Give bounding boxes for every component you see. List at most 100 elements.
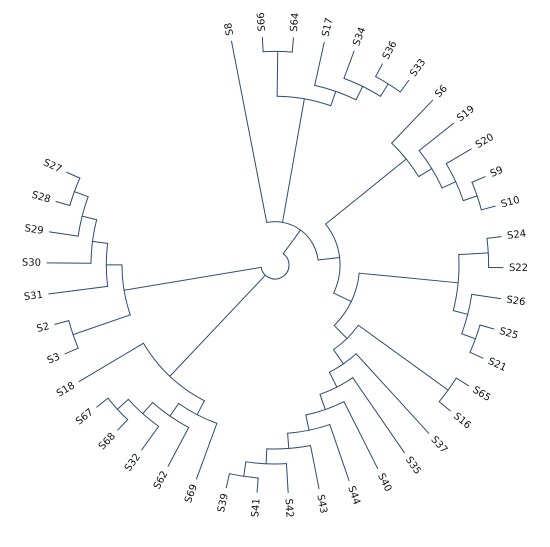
branch xyxy=(169,274,266,377)
branch xyxy=(379,83,389,97)
branch xyxy=(66,171,81,179)
branch xyxy=(92,240,109,244)
branch xyxy=(333,272,360,326)
branch xyxy=(461,333,476,340)
branch xyxy=(169,403,180,417)
leaf-label-s25: S25 xyxy=(498,326,519,342)
leaf-label-s16: S16 xyxy=(451,411,473,432)
leaf-label-s27: S27 xyxy=(41,157,63,175)
branch xyxy=(445,148,472,165)
leaf-label-s31: S31 xyxy=(23,290,43,303)
branch xyxy=(471,293,502,300)
leaf-label-s39: S39 xyxy=(216,493,231,514)
branch xyxy=(276,50,279,97)
branch xyxy=(141,425,160,451)
leaf-label-s9: S9 xyxy=(489,165,505,180)
leaf-label-s66: S66 xyxy=(256,12,268,32)
branch xyxy=(418,168,433,178)
branch xyxy=(48,231,79,237)
branch xyxy=(452,254,460,312)
branch xyxy=(117,419,129,431)
branch xyxy=(418,122,455,152)
tree-branches xyxy=(46,36,504,494)
branch xyxy=(452,310,469,315)
branch xyxy=(243,461,247,477)
leaf-label-s8: S8 xyxy=(223,22,236,37)
leaf-label-s69: S69 xyxy=(183,483,200,505)
branch xyxy=(357,324,449,391)
branch xyxy=(458,252,489,256)
branch xyxy=(287,432,290,449)
branch xyxy=(107,397,129,421)
branch xyxy=(116,398,129,410)
branch xyxy=(333,324,348,339)
leaf-label-s35: S35 xyxy=(403,455,423,477)
leaf-label-s10: S10 xyxy=(500,195,521,211)
branch xyxy=(167,427,190,467)
branch xyxy=(358,272,459,284)
leaf-labels: S8 S66 S64 S17 S34 S36 S33 S6 S19 S20 S9 S10 S24 S22 S… xyxy=(22,12,528,518)
branch xyxy=(48,285,109,295)
branch xyxy=(469,351,484,359)
leaf-label-s17: S17 xyxy=(321,17,336,38)
leaf-label-s33: S33 xyxy=(408,57,428,79)
branch xyxy=(285,463,289,494)
branch xyxy=(355,353,430,434)
branch xyxy=(121,264,131,316)
branch xyxy=(72,314,131,336)
branch xyxy=(260,253,290,280)
branch xyxy=(319,393,326,411)
branch xyxy=(282,98,305,223)
branch xyxy=(343,401,379,470)
branch xyxy=(352,377,405,454)
branch xyxy=(479,324,495,330)
branch xyxy=(375,76,401,93)
branch xyxy=(78,342,144,383)
branch xyxy=(438,401,451,412)
leaf-label-s22: S22 xyxy=(509,263,528,274)
leaf-label-s64: S64 xyxy=(289,12,302,32)
branch xyxy=(261,36,264,53)
branch xyxy=(266,221,319,261)
leaf-label-s62: S62 xyxy=(152,469,171,491)
branch xyxy=(328,371,338,388)
branch xyxy=(68,320,79,349)
branch xyxy=(314,41,325,86)
leaf-label-s43: S43 xyxy=(314,494,328,515)
branch xyxy=(480,205,496,211)
branch xyxy=(391,99,434,144)
branch xyxy=(438,377,457,403)
leaf-label-s21: S21 xyxy=(486,356,508,374)
branch xyxy=(330,90,337,107)
branch xyxy=(325,223,341,294)
leaf-label-s6: S6 xyxy=(433,83,450,100)
branch xyxy=(282,229,302,255)
branch xyxy=(230,40,268,223)
leaf-label-s36: S36 xyxy=(381,39,400,61)
leaf-label-s2: S2 xyxy=(35,321,50,335)
leaf-label-s37: S37 xyxy=(428,434,449,456)
branch xyxy=(196,400,205,416)
branch xyxy=(81,215,98,221)
branch xyxy=(225,473,230,489)
branch xyxy=(256,477,259,493)
branch xyxy=(69,177,81,206)
branch xyxy=(399,79,410,93)
leaf-label-s41: S41 xyxy=(250,498,262,518)
branch xyxy=(195,422,218,480)
branch xyxy=(265,448,268,465)
branch xyxy=(355,85,364,101)
branch xyxy=(64,347,79,355)
branch xyxy=(317,256,341,261)
branch xyxy=(96,397,109,408)
branch xyxy=(332,324,359,351)
leaf-label-s42: S42 xyxy=(283,498,295,518)
branch xyxy=(55,200,71,206)
leaf-label-s29: S29 xyxy=(24,223,44,237)
leaf-label-s18: S18 xyxy=(55,380,77,399)
leaf-label-s67: S67 xyxy=(74,407,96,427)
branch xyxy=(471,176,486,183)
branch xyxy=(469,324,481,353)
branch xyxy=(73,191,89,198)
